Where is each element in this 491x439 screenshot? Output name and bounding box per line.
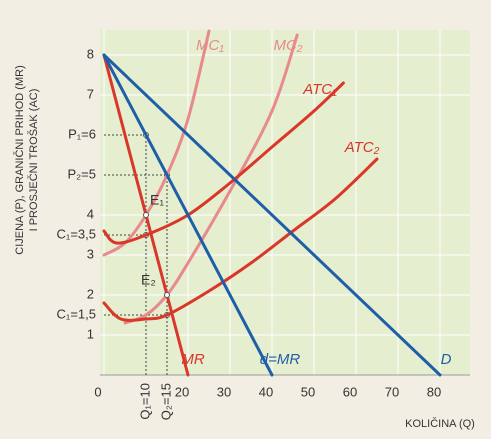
y-axis-label: I PROSJEČNI TROŠAK (AC) bbox=[27, 89, 40, 232]
x-tick-label: 40 bbox=[259, 384, 273, 399]
curve bbox=[102, 157, 379, 322]
y-tick-label: 3 bbox=[87, 246, 94, 261]
x-tick-label: 20 bbox=[175, 384, 189, 399]
curve bbox=[102, 53, 274, 377]
x-tick-label: 80 bbox=[427, 384, 441, 399]
curve bbox=[123, 33, 299, 325]
x-tick-label: 60 bbox=[343, 384, 357, 399]
point-label: E₁ bbox=[150, 192, 164, 208]
y-guide-label: P₁=6 bbox=[68, 126, 96, 141]
x-tick-label: 50 bbox=[301, 384, 315, 399]
curve bbox=[102, 81, 345, 245]
y-tick-label: 4 bbox=[87, 206, 94, 221]
x-guide-label: Q₂=15 bbox=[158, 383, 173, 420]
curve bbox=[102, 29, 211, 257]
y-guide-label: C₁=1,5 bbox=[57, 306, 96, 321]
x-axis-label: KOLIČINA (Q) bbox=[405, 417, 475, 430]
y-tick-label: 7 bbox=[87, 86, 94, 101]
y-tick-label: 8 bbox=[87, 46, 94, 61]
y-axis-label: CIJENA (P), GRANIČNI PRIHOD (MR) bbox=[13, 65, 26, 254]
curve-label: d=MR bbox=[260, 351, 301, 368]
x-tick-label: 30 bbox=[217, 384, 231, 399]
curve-label: ATC₂ bbox=[344, 139, 380, 156]
curve-label: MC₁ bbox=[196, 37, 224, 54]
curve-label: D bbox=[441, 351, 452, 368]
y-guide-label: P₂=5 bbox=[67, 166, 96, 181]
x-tick-label: 70 bbox=[385, 384, 399, 399]
point bbox=[143, 212, 149, 218]
point bbox=[164, 292, 170, 298]
x-guide-label: Q₁=10 bbox=[137, 383, 152, 420]
curve-label: MR bbox=[181, 351, 204, 368]
curve-label: MC₂ bbox=[273, 37, 302, 54]
y-tick-label: 1 bbox=[87, 326, 94, 341]
curve-label: ATC₁ bbox=[302, 81, 337, 98]
y-tick-label: 2 bbox=[87, 286, 94, 301]
point-label: E₂ bbox=[141, 272, 156, 288]
y-guide-label: C₁=3,5 bbox=[57, 226, 96, 241]
x-tick-label: 0 bbox=[94, 384, 101, 399]
curve bbox=[102, 53, 442, 377]
